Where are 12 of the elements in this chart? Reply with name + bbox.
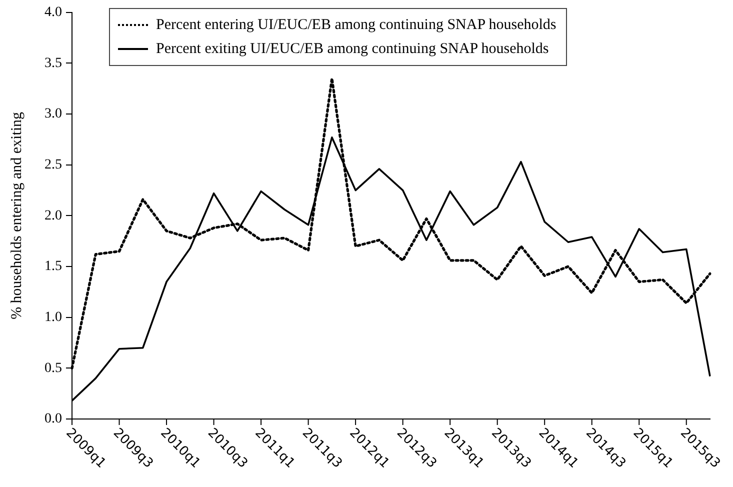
y-tick-label: 3.0 [44,106,62,122]
legend-label: Percent exiting UI/EUC/EB among continuing SNAP households [156,40,549,58]
y-tick-label: 0.0 [44,412,62,427]
legend-label: Percent entering UI/EUC/EB among continuing SNAP households [156,16,556,34]
y-tick-label: 3.5 [44,56,62,71]
y-tick-label: 1.0 [44,310,62,326]
y-axis-title: % households entering and exiting [8,111,25,320]
y-tick-label: 2.5 [44,158,62,173]
y-tick-label: 0.5 [44,360,62,376]
y-tick-label: 4.0 [44,5,62,20]
y-tick-label: 1.5 [44,259,62,274]
y-tick-label: 2.0 [44,208,62,224]
